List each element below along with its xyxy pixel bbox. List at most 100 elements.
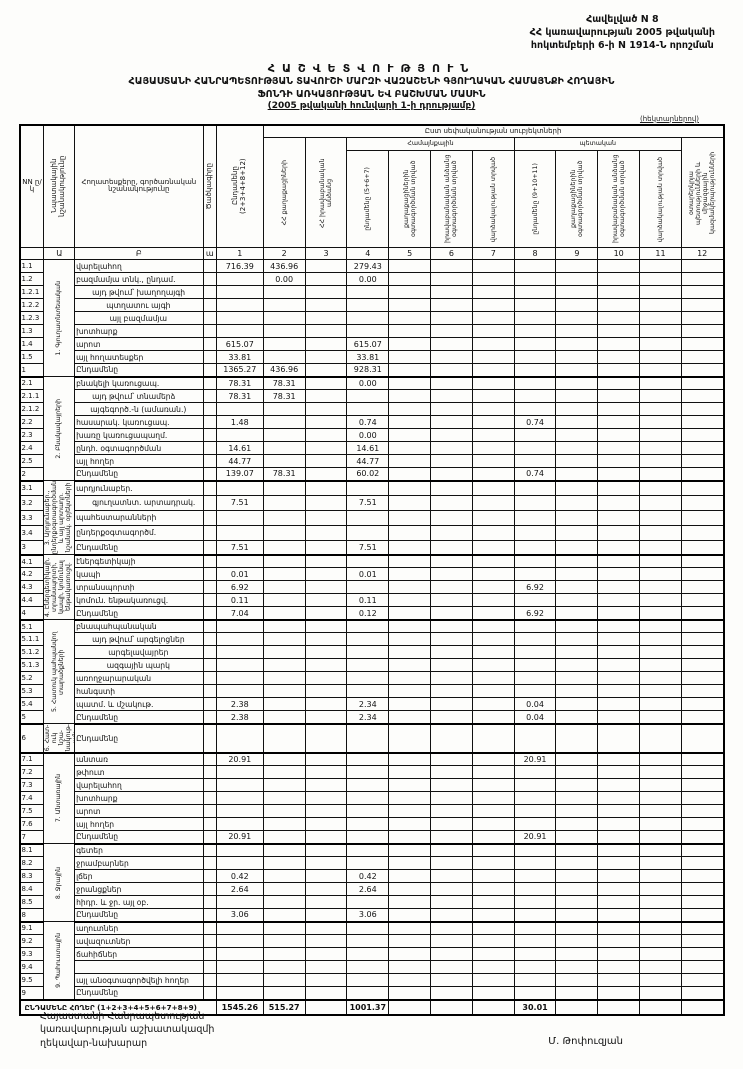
code-cell	[202, 645, 217, 660]
value-cell	[597, 402, 641, 417]
value-cell	[430, 856, 473, 871]
value-cell	[680, 363, 725, 378]
value-cell	[639, 697, 682, 712]
value-cell	[639, 752, 682, 767]
value-cell	[304, 467, 348, 482]
table-row: 2.3 խառը կառուցապաղմ. 0.00	[18, 428, 725, 443]
value-cell: 2.38	[215, 710, 264, 725]
value-cell	[639, 671, 682, 686]
value-cell	[346, 402, 390, 417]
value-cell	[430, 567, 473, 582]
row-number: 8.1	[18, 843, 45, 858]
report-subtitle-1: ՀԱՅԱՍՏԱՆԻ ՀԱՆՐԱՊԵՏՈՒԹՅԱՆ ՏԱՎՈՒՇԻ ՄԱՐԶԻ Վ…	[128, 76, 615, 88]
value-cell	[430, 843, 473, 858]
code-cell	[202, 428, 217, 443]
row-number: 9.1	[18, 921, 45, 936]
value-cell	[388, 723, 432, 754]
value-cell	[639, 645, 682, 660]
value-cell	[597, 697, 641, 712]
code-cell	[202, 671, 217, 686]
value-cell	[215, 554, 264, 569]
table-row: 5.3 հանգստի	[18, 684, 725, 699]
value-cell	[262, 428, 306, 443]
value-cell	[388, 454, 432, 469]
value-cell	[513, 567, 557, 582]
value-cell	[680, 986, 725, 1001]
value-cell	[346, 684, 390, 699]
value-cell	[555, 960, 599, 975]
value-cell	[388, 986, 432, 1001]
value-cell	[471, 285, 515, 300]
table-row: 8 Ընդամենը 3.06 3.06	[18, 908, 725, 923]
value-cell: 615.07	[346, 337, 390, 352]
value-cell	[639, 524, 682, 541]
value-cell	[304, 908, 348, 923]
code-cell	[202, 619, 217, 634]
value-cell	[346, 765, 390, 780]
code-cell	[202, 710, 217, 725]
value-cell	[215, 986, 264, 1001]
value-cell	[555, 619, 599, 634]
row-number: 5.1.3	[18, 658, 45, 673]
value-cell	[639, 632, 682, 647]
value-cell	[388, 567, 432, 582]
value-cell	[555, 337, 599, 352]
value-cell	[430, 259, 473, 274]
code-cell	[202, 324, 217, 339]
row-label: վարելահող	[74, 778, 204, 793]
value-cell	[555, 272, 599, 287]
value-cell	[430, 454, 473, 469]
value-cell	[430, 376, 473, 391]
report-date-note: (2005 թվականի հունվարի 1-ի դրությամբ)	[267, 100, 476, 111]
value-cell	[346, 947, 390, 962]
value-cell	[262, 441, 306, 456]
value-cell: 2.64	[215, 882, 264, 897]
value-cell	[680, 272, 725, 287]
value-cell	[471, 298, 515, 313]
row-label: արդյունաբեր.	[74, 480, 204, 497]
value-cell	[639, 285, 682, 300]
value-cell	[346, 986, 390, 1001]
value-cell	[597, 973, 641, 988]
annex-reference: Հավելված N 8 ՀՀ կառավարության 2005 թվակա…	[530, 14, 715, 52]
value-cell	[680, 843, 725, 858]
value-cell	[388, 554, 432, 569]
row-number: 2.2	[18, 415, 45, 430]
row-number: 9.3	[18, 947, 45, 962]
footer-signatory-title: Հայաստանի Հանրապետության կառավարության ա…	[40, 1010, 214, 1051]
value-cell	[215, 480, 264, 497]
value-cell	[388, 752, 432, 767]
code-cell	[202, 441, 217, 456]
col-header-code: Ծածկագիրը	[202, 124, 217, 249]
value-cell: 44.77	[215, 454, 264, 469]
value-cell	[597, 658, 641, 673]
value-cell	[555, 830, 599, 845]
column-letter: 5	[388, 247, 432, 261]
value-cell	[680, 921, 725, 936]
value-cell	[346, 524, 390, 541]
value-cell	[555, 723, 599, 754]
value-cell	[597, 567, 641, 582]
col-header-nn: NN ը/կ	[18, 124, 45, 249]
table-row: 4.1 4. Էներգետիկայի, տրանսպորտի, կապի, կո…	[18, 554, 725, 621]
column-letter: 12	[680, 247, 725, 261]
value-cell	[262, 869, 306, 884]
value-cell: 0.74	[513, 415, 557, 430]
value-cell	[471, 645, 515, 660]
row-number: 3.3	[18, 509, 45, 526]
column-letter: ա	[202, 247, 217, 261]
row-label: այդ թվում՝ խաղողայգի	[74, 285, 204, 300]
value-cell	[430, 697, 473, 712]
value-cell	[304, 298, 348, 313]
value-cell	[471, 895, 515, 910]
value-cell	[262, 804, 306, 819]
value-cell	[639, 723, 682, 754]
value-cell	[639, 441, 682, 456]
value-cell	[304, 580, 348, 595]
value-cell	[430, 908, 473, 923]
value-cell	[304, 567, 348, 582]
value-cell	[680, 524, 725, 541]
code-cell	[202, 830, 217, 845]
value-cell	[597, 882, 641, 897]
value-cell: 0.74	[513, 467, 557, 482]
